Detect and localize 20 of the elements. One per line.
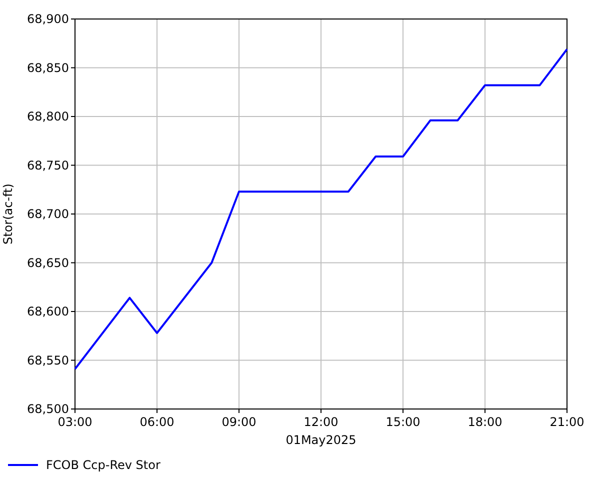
- x-tick-label: 06:00: [140, 415, 174, 429]
- y-tick-label: 68,500: [27, 402, 69, 416]
- y-tick-label: 68,900: [27, 12, 69, 26]
- x-axis-title: 01May2025: [286, 433, 356, 447]
- x-tick-label: 18:00: [468, 415, 502, 429]
- y-tick-label: 68,600: [27, 304, 69, 318]
- x-tick-label: 09:00: [222, 415, 256, 429]
- x-tick-label: 21:00: [550, 415, 584, 429]
- x-tick-label: 12:00: [304, 415, 338, 429]
- y-tick-label: 68,750: [27, 158, 69, 172]
- x-tick-label: 03:00: [58, 415, 92, 429]
- line-series: [74, 48, 568, 370]
- y-axis-title: Stor(ac-ft): [1, 184, 15, 244]
- y-tick-label: 68,650: [27, 256, 69, 270]
- x-tick-label: 15:00: [386, 415, 420, 429]
- y-tick-label: 68,550: [27, 353, 69, 368]
- y-tick-label: 68,850: [27, 60, 69, 75]
- legend-label: FCOB Ccp-Rev Stor: [46, 458, 160, 472]
- y-tick-label: 68,700: [27, 207, 69, 221]
- y-tick-label: 68,800: [27, 110, 69, 124]
